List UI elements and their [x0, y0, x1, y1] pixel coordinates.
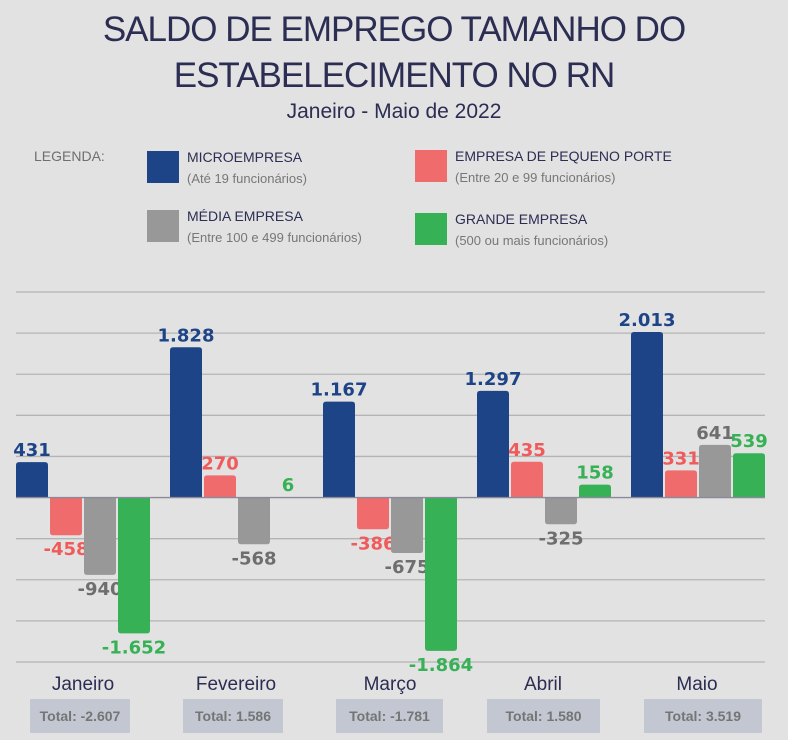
data-label: 641: [696, 423, 734, 444]
bar: [391, 497, 423, 554]
legend-item-desc: (Até 19 funcionários): [187, 171, 307, 186]
legend-swatch: [415, 213, 447, 245]
data-label: 539: [730, 431, 768, 452]
bar: [238, 497, 270, 545]
data-label: 331: [662, 448, 700, 469]
month-total-badge: Total: 3.519: [644, 699, 762, 733]
data-label: 1.167: [311, 380, 368, 401]
legend-item-name: GRANDE EMPRESA: [455, 211, 588, 227]
data-label: -568: [231, 548, 276, 569]
data-label: -325: [538, 528, 583, 549]
month-total-badge: Total: -1.781: [336, 699, 443, 733]
chart-subtitle: Janeiro - Maio de 2022: [286, 100, 502, 123]
bar: [323, 401, 355, 498]
data-label: 270: [201, 453, 239, 474]
bar: [665, 470, 697, 498]
legend-item-desc: (500 ou mais funcionários): [455, 233, 609, 248]
bar: [545, 497, 577, 525]
data-label: 6: [282, 475, 295, 496]
legend-item-desc: (Entre 20 e 99 funcionários): [455, 170, 616, 185]
data-label: 435: [508, 440, 546, 461]
bar: [477, 390, 509, 498]
bar: [579, 484, 611, 498]
data-label: 2.013: [619, 310, 676, 331]
bar: [631, 332, 663, 498]
data-label: -1.864: [409, 655, 473, 676]
month-total-badge: Total: 1.586: [183, 699, 283, 733]
bar: [357, 497, 389, 530]
data-label: 158: [576, 463, 614, 484]
x-tick-label: Maio: [676, 674, 718, 695]
legend-swatch: [147, 151, 179, 183]
bar: [170, 347, 202, 498]
legend-label: LEGENDA:: [34, 148, 105, 164]
data-label: 1.297: [465, 369, 522, 390]
data-label: -1.652: [102, 637, 166, 658]
x-tick-label: Abril: [523, 674, 562, 695]
x-tick-label: Fevereiro: [195, 674, 277, 695]
month-total-badge: Total: -2.607: [30, 699, 130, 733]
bar: [84, 497, 116, 575]
legend-item-name: MICROEMPRESA: [187, 149, 303, 165]
bar: [733, 453, 765, 498]
bar: [699, 444, 731, 498]
data-label: 1.828: [158, 325, 215, 346]
bar: [511, 461, 543, 498]
legend-swatch: [147, 210, 179, 242]
chart-title-line-2: ESTABELECIMENTO NO RN: [173, 56, 616, 95]
x-tick-label: Março: [363, 674, 417, 695]
month-total-badge: Total: 1.580: [487, 699, 600, 733]
bar: [204, 475, 236, 498]
bar: [118, 497, 150, 634]
data-label: -386: [350, 533, 395, 554]
legend-item-name: MÉDIA EMPRESA: [187, 208, 303, 224]
data-label: -458: [43, 539, 88, 560]
bar: [50, 497, 82, 536]
bar: [425, 497, 457, 651]
data-label: 431: [13, 440, 51, 461]
legend-item-name: EMPRESA DE PEQUENO PORTE: [455, 148, 672, 164]
legend-item-desc: (Entre 100 e 499 funcionários): [187, 230, 362, 245]
legend-swatch: [415, 150, 447, 182]
bar: [16, 462, 48, 498]
data-label: -675: [384, 557, 429, 578]
chart-title-line-1: SALDO DE EMPREGO TAMANHO DO: [102, 10, 686, 49]
data-label: -940: [77, 579, 122, 600]
x-tick-label: Janeiro: [51, 674, 115, 695]
